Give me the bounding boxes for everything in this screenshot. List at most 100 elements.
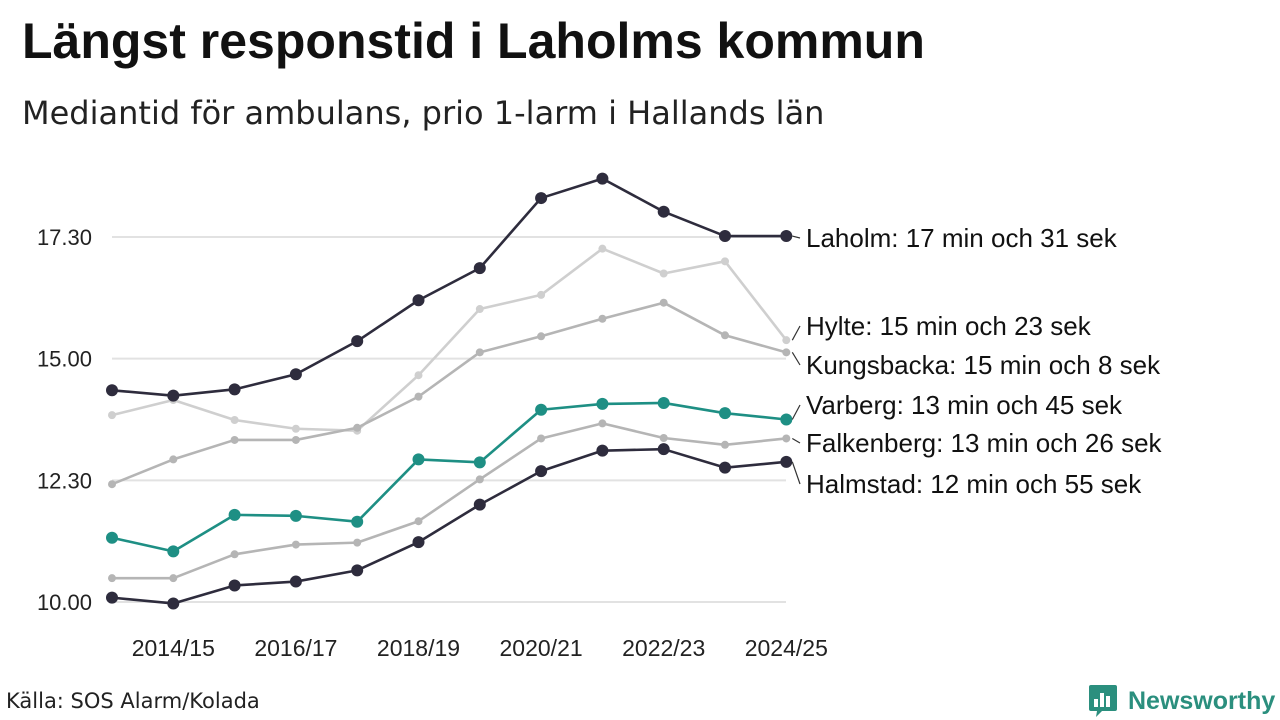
data-point <box>782 434 791 443</box>
data-point <box>351 335 364 348</box>
x-tick-label: 2014/15 <box>132 635 215 661</box>
data-point <box>780 230 793 243</box>
data-point <box>230 435 239 444</box>
data-point <box>230 415 239 424</box>
data-point <box>106 591 118 604</box>
series-laholm <box>106 172 793 402</box>
x-tick-label: 2018/19 <box>377 635 460 661</box>
series-kungsbacka <box>108 298 791 489</box>
y-tick-label: 15.00 <box>37 347 92 372</box>
data-point <box>475 348 484 357</box>
data-point <box>659 269 668 278</box>
brand-name: Newsworthy <box>1128 686 1276 715</box>
series-group <box>106 172 793 610</box>
data-point <box>780 413 793 426</box>
data-point <box>473 498 486 511</box>
data-point <box>289 575 302 588</box>
data-point <box>291 435 300 444</box>
data-point <box>721 331 729 340</box>
data-point <box>596 397 609 410</box>
series-line <box>111 301 787 486</box>
series-label-laholm: Laholm: 17 min och 31 sek <box>806 223 1118 253</box>
data-point <box>782 348 791 357</box>
data-point <box>228 508 241 521</box>
data-point <box>659 298 668 307</box>
data-point <box>228 579 241 592</box>
data-point <box>596 172 609 185</box>
series-line <box>112 422 787 580</box>
source-note: Källa: SOS Alarm/Kolada <box>6 689 260 713</box>
x-tick-label: 2022/23 <box>622 635 705 661</box>
data-point <box>473 262 486 275</box>
data-point <box>108 480 116 489</box>
data-point <box>414 392 423 401</box>
brand-logo[interactable]: Newsworthy <box>1088 684 1275 718</box>
series-label-kungsbacka: Kungsbacka: 15 min och 8 sek <box>806 350 1161 380</box>
series-line <box>111 247 788 432</box>
data-point <box>598 314 607 323</box>
data-point <box>721 440 729 449</box>
data-point <box>598 419 607 428</box>
data-point <box>351 564 364 577</box>
data-point <box>537 290 546 299</box>
y-tick-label: 17.30 <box>37 225 92 250</box>
chart-subtitle: Mediantid för ambulans, prio 1-larm i Ha… <box>22 94 825 132</box>
data-point <box>780 455 793 468</box>
series-line <box>111 401 787 553</box>
leader-line <box>792 235 801 239</box>
data-point <box>657 205 670 218</box>
series-label-halmstad: Halmstad: 12 min och 55 sek <box>806 469 1142 499</box>
series-label-falkenberg: Falkenberg: 13 min och 26 sek <box>806 428 1163 458</box>
data-point <box>167 545 180 558</box>
data-point <box>721 257 729 266</box>
data-point <box>596 444 609 457</box>
data-point <box>414 517 423 526</box>
leader-line <box>791 461 801 485</box>
data-point <box>412 453 425 466</box>
data-point <box>473 456 486 469</box>
data-point <box>719 230 731 243</box>
data-point <box>291 424 300 433</box>
leader-line <box>791 352 801 366</box>
chart-title: Längst responstid i Laholms kommun <box>22 13 925 69</box>
data-point <box>289 368 302 381</box>
bar-chart-logo-icon <box>1089 685 1117 717</box>
series-labels: Laholm: 17 min och 31 sek Hylte: 15 min o… <box>791 223 1163 499</box>
gridlines <box>112 236 786 603</box>
x-axis-ticks: 2014/15 2016/17 2018/19 2020/21 2022/23 2024/… <box>132 635 828 661</box>
data-point <box>659 433 668 442</box>
y-tick-label: 10.00 <box>37 590 92 615</box>
data-point <box>657 443 670 456</box>
data-point <box>537 434 546 443</box>
data-point <box>289 509 302 522</box>
data-point <box>353 538 362 547</box>
data-point <box>412 536 425 549</box>
series-varberg <box>106 396 793 558</box>
data-point <box>657 396 670 409</box>
series-line <box>111 447 787 605</box>
data-point <box>782 336 791 345</box>
data-point <box>535 403 548 416</box>
data-point <box>353 423 362 432</box>
data-point <box>106 384 118 397</box>
series-label-varberg: Varberg: 13 min och 45 sek <box>806 390 1123 420</box>
leader-line <box>791 404 801 420</box>
data-point <box>535 465 548 478</box>
data-point <box>228 383 241 396</box>
data-point <box>167 389 180 402</box>
data-point <box>719 407 731 420</box>
data-point <box>351 515 364 528</box>
data-point <box>108 411 116 420</box>
data-point <box>598 244 607 253</box>
data-point <box>167 597 180 610</box>
data-point <box>414 371 423 380</box>
x-tick-label: 2020/21 <box>500 635 583 661</box>
data-point <box>108 574 116 583</box>
leader-line <box>791 437 801 444</box>
x-tick-label: 2024/25 <box>745 635 828 661</box>
data-point <box>106 531 118 544</box>
data-point <box>719 461 731 474</box>
data-point <box>230 550 239 559</box>
data-point <box>537 332 546 341</box>
